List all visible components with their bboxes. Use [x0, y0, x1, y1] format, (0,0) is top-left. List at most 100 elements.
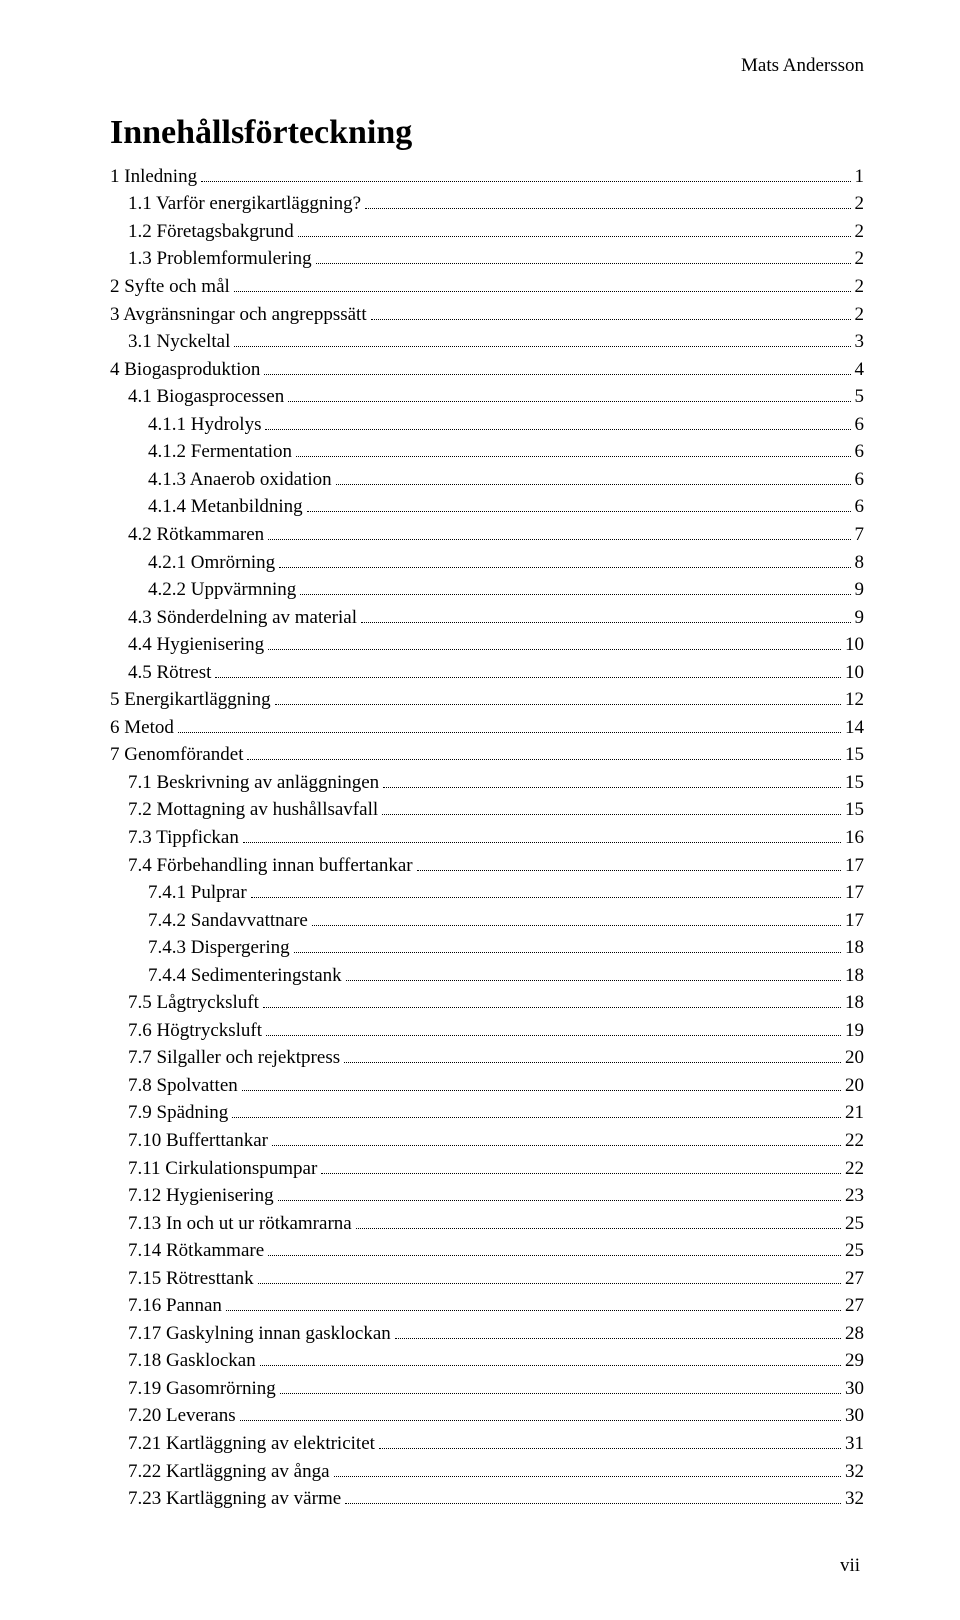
toc-entry-label: 7.1 Beskrivning av anläggningen — [128, 769, 379, 797]
toc-entry[interactable]: 3 Avgränsningar och angreppssätt 2 — [110, 301, 864, 329]
toc-entry[interactable]: 7.4.3 Dispergering 18 — [110, 934, 864, 962]
toc-entry[interactable]: 7.2 Mottagning av hushållsavfall 15 — [110, 796, 864, 824]
toc-entry-label: 4.4 Hygienisering — [128, 631, 264, 659]
toc-leader-dots — [307, 511, 851, 512]
toc-entry[interactable]: 7.22 Kartläggning av ånga 32 — [110, 1458, 864, 1486]
toc-entry-label: 4.2 Rötkammaren — [128, 521, 264, 549]
toc-entry-label: 7.18 Gasklockan — [128, 1347, 256, 1375]
toc-entry[interactable]: 1.2 Företagsbakgrund 2 — [110, 218, 864, 246]
toc-entry[interactable]: 4.1.4 Metanbildning 6 — [110, 493, 864, 521]
toc-leader-dots — [280, 1393, 841, 1394]
toc-entry-label: 7.4.4 Sedimenteringstank — [148, 962, 342, 990]
toc-entry[interactable]: 4.2.1 Omrörning 8 — [110, 549, 864, 577]
toc-leader-dots — [232, 1117, 841, 1118]
toc-entry-page: 6 — [855, 411, 865, 439]
toc-entry-page: 10 — [845, 659, 864, 687]
toc-leader-dots — [371, 319, 851, 320]
toc-entry[interactable]: 7.4 Förbehandling innan buffertankar 17 — [110, 852, 864, 880]
toc-entry[interactable]: 7.18 Gasklockan 29 — [110, 1347, 864, 1375]
toc-entry[interactable]: 7.20 Leverans 30 — [110, 1402, 864, 1430]
toc-leader-dots — [365, 208, 850, 209]
toc-entry-page: 28 — [845, 1320, 864, 1348]
toc-entry-label: 7.20 Leverans — [128, 1402, 236, 1430]
toc-entry[interactable]: 7.4.4 Sedimenteringstank 18 — [110, 962, 864, 990]
toc-entry-page: 30 — [845, 1402, 864, 1430]
toc-entry-label: 2 Syfte och mål — [110, 273, 230, 301]
toc-leader-dots — [234, 291, 851, 292]
toc-entry[interactable]: 7.12 Hygienisering 23 — [110, 1182, 864, 1210]
toc-entry[interactable]: 7.23 Kartläggning av värme 32 — [110, 1485, 864, 1513]
toc-entry-page: 3 — [855, 328, 865, 356]
toc-entry[interactable]: 7.16 Pannan 27 — [110, 1292, 864, 1320]
toc-leader-dots — [279, 567, 850, 568]
toc-leader-dots — [275, 704, 841, 705]
toc-entry-page: 15 — [845, 741, 864, 769]
toc-entry-label: 4.1.4 Metanbildning — [148, 493, 303, 521]
toc-leader-dots — [296, 456, 850, 457]
toc-entry-label: 4.2.2 Uppvärmning — [148, 576, 296, 604]
toc-entry[interactable]: 1.1 Varför energikartläggning? 2 — [110, 190, 864, 218]
toc-entry-page: 6 — [855, 438, 865, 466]
toc-entry-label: 1.3 Problemformulering — [128, 245, 312, 273]
toc-entry[interactable]: 4.1.1 Hydrolys 6 — [110, 411, 864, 439]
toc-entry[interactable]: 7.21 Kartläggning av elektricitet 31 — [110, 1430, 864, 1458]
toc-entry[interactable]: 4.1 Biogasprocessen 5 — [110, 383, 864, 411]
toc-entry-page: 31 — [845, 1430, 864, 1458]
toc-entry[interactable]: 4.1.2 Fermentation 6 — [110, 438, 864, 466]
toc-entry[interactable]: 6 Metod 14 — [110, 714, 864, 742]
toc-entry-label: 7.4 Förbehandling innan buffertankar — [128, 852, 413, 880]
toc-entry[interactable]: 7.4.2 Sandavvattnare 17 — [110, 907, 864, 935]
toc-entry[interactable]: 1.3 Problemformulering 2 — [110, 245, 864, 273]
toc-entry[interactable]: 7.11 Cirkulationspumpar 22 — [110, 1155, 864, 1183]
toc-entry[interactable]: 7.6 Högtrycksluft 19 — [110, 1017, 864, 1045]
toc-entry-page: 6 — [855, 493, 865, 521]
toc-entry-page: 20 — [845, 1072, 864, 1100]
toc-entry-label: 7.17 Gaskylning innan gasklockan — [128, 1320, 391, 1348]
toc-leader-dots — [226, 1310, 841, 1311]
toc-entry-page: 4 — [855, 356, 865, 384]
toc-entry[interactable]: 7.7 Silgaller och rejektpress 20 — [110, 1044, 864, 1072]
toc-leader-dots — [334, 1476, 841, 1477]
toc-entry-label: 1.2 Företagsbakgrund — [128, 218, 294, 246]
toc-entry[interactable]: 4.2 Rötkammaren 7 — [110, 521, 864, 549]
toc-entry-label: 7.2 Mottagning av hushållsavfall — [128, 796, 378, 824]
toc-entry[interactable]: 4.4 Hygienisering 10 — [110, 631, 864, 659]
toc-entry[interactable]: 2 Syfte och mål 2 — [110, 273, 864, 301]
toc-entry-label: 4.1.2 Fermentation — [148, 438, 292, 466]
toc-entry[interactable]: 5 Energikartläggning 12 — [110, 686, 864, 714]
toc-entry[interactable]: 4 Biogasproduktion 4 — [110, 356, 864, 384]
toc-entry[interactable]: 4.1.3 Anaerob oxidation 6 — [110, 466, 864, 494]
toc-entry-label: 7.4.2 Sandavvattnare — [148, 907, 308, 935]
toc-entry[interactable]: 7.1 Beskrivning av anläggningen 15 — [110, 769, 864, 797]
toc-entry[interactable]: 4.2.2 Uppvärmning 9 — [110, 576, 864, 604]
toc-entry[interactable]: 7.15 Rötresttank 27 — [110, 1265, 864, 1293]
toc-leader-dots — [395, 1338, 841, 1339]
toc-entry-label: 7.7 Silgaller och rejektpress — [128, 1044, 340, 1072]
toc-entry-label: 7.9 Spädning — [128, 1099, 228, 1127]
toc-entry-page: 22 — [845, 1155, 864, 1183]
toc-entry[interactable]: 7.5 Lågtrycksluft 18 — [110, 989, 864, 1017]
toc-entry-label: 7.23 Kartläggning av värme — [128, 1485, 341, 1513]
toc-entry[interactable]: 7 Genomförandet 15 — [110, 741, 864, 769]
toc-entry-label: 3.1 Nyckeltal — [128, 328, 230, 356]
toc-entry[interactable]: 1 Inledning 1 — [110, 163, 864, 191]
toc-entry[interactable]: 7.13 In och ut ur rötkamrarna 25 — [110, 1210, 864, 1238]
toc-entry[interactable]: 7.14 Rötkammare 25 — [110, 1237, 864, 1265]
toc-leader-dots — [382, 814, 841, 815]
toc-entry[interactable]: 7.3 Tippfickan 16 — [110, 824, 864, 852]
toc-entry-page: 10 — [845, 631, 864, 659]
toc-entry[interactable]: 7.4.1 Pulprar 17 — [110, 879, 864, 907]
toc-entry[interactable]: 7.8 Spolvatten 20 — [110, 1072, 864, 1100]
toc-entry-page: 2 — [855, 273, 865, 301]
toc-entry[interactable]: 7.10 Bufferttankar 22 — [110, 1127, 864, 1155]
toc-entry[interactable]: 4.3 Sönderdelning av material 9 — [110, 604, 864, 632]
toc-entry[interactable]: 7.19 Gasomrörning 30 — [110, 1375, 864, 1403]
toc-entry[interactable]: 7.17 Gaskylning innan gasklockan 28 — [110, 1320, 864, 1348]
toc-entry-page: 25 — [845, 1237, 864, 1265]
toc-leader-dots — [260, 1365, 841, 1366]
toc-entry[interactable]: 3.1 Nyckeltal 3 — [110, 328, 864, 356]
toc-entry[interactable]: 7.9 Spädning 21 — [110, 1099, 864, 1127]
toc-entry[interactable]: 4.5 Rötrest 10 — [110, 659, 864, 687]
toc-entry-page: 21 — [845, 1099, 864, 1127]
toc-entry-page: 17 — [845, 879, 864, 907]
